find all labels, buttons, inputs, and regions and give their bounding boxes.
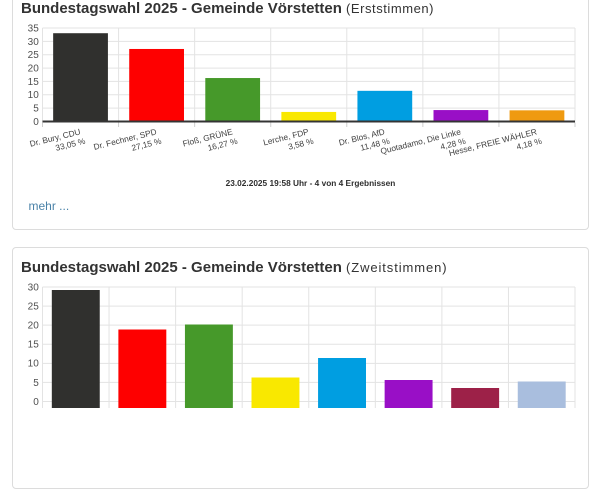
- svg-text:0: 0: [33, 397, 39, 408]
- svg-text:Lerche, FDP3,58 %: Lerche, FDP3,58 %: [262, 126, 315, 158]
- svg-text:Hesse, FREIE WÄHLER4,18 %: Hesse, FREIE WÄHLER4,18 %: [448, 126, 544, 168]
- svg-text:Dr. Bury, CDU33,05 %: Dr. Bury, CDU33,05 %: [29, 126, 87, 159]
- svg-text:20: 20: [28, 63, 40, 74]
- svg-text:35: 35: [28, 23, 40, 34]
- svg-text:15: 15: [28, 340, 40, 351]
- svg-text:10: 10: [28, 359, 40, 370]
- svg-text:20: 20: [28, 321, 40, 332]
- svg-text:0: 0: [33, 117, 39, 128]
- svg-text:30: 30: [28, 282, 40, 293]
- svg-text:5: 5: [33, 378, 39, 389]
- svg-text:5: 5: [33, 104, 39, 115]
- svg-text:25: 25: [28, 50, 40, 61]
- svg-text:30: 30: [28, 37, 40, 48]
- svg-text:25: 25: [28, 301, 40, 312]
- svg-text:Dr. Fechner, SPD27,15 %: Dr. Fechner, SPD27,15 %: [92, 126, 163, 162]
- svg-text:10: 10: [28, 90, 40, 101]
- svg-text:Floß, GRÜNE16,27 %: Floß, GRÜNE16,27 %: [182, 126, 240, 159]
- svg-text:15: 15: [28, 77, 40, 88]
